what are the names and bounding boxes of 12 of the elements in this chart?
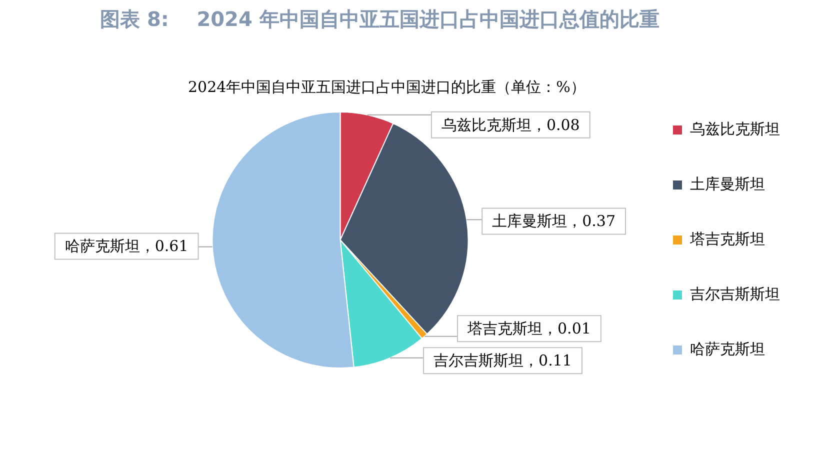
legend-label: 哈萨克斯坦: [690, 340, 765, 358]
data-label: 塔吉克斯坦，0.01: [466, 320, 591, 338]
legend-label: 塔吉克斯坦: [689, 230, 765, 248]
legend-label: 土库曼斯坦: [690, 174, 765, 193]
data-label: 土库曼斯坦，0.37: [492, 212, 616, 230]
data-label: 哈萨克斯坦，0.61: [64, 237, 188, 256]
legend-label: 吉尔吉斯斯坦: [690, 284, 780, 303]
data-label: 乌兹比克斯坦，0.08: [441, 116, 580, 134]
chart-subtitle: 2024年中国自中亚五国进口占中国进口的比重（单位：%）: [188, 78, 586, 97]
data-label: 吉尔吉斯斯坦，0.11: [434, 352, 572, 370]
legend-label: 乌兹比克斯坦: [690, 120, 780, 138]
chart-title: 图表 8: 2024 年中国自中亚五国进口占中国进口总值的比重: [100, 6, 660, 33]
